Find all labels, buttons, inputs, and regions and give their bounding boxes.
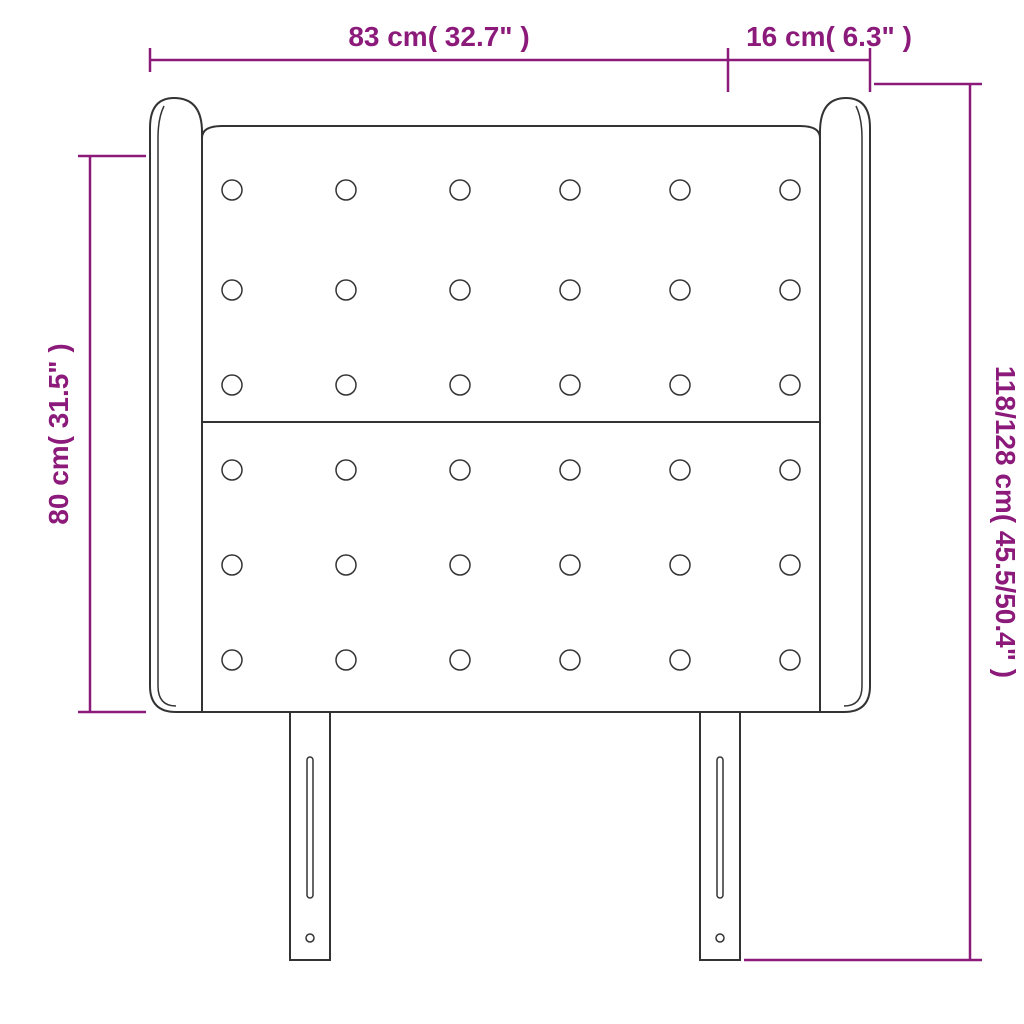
tuft-button bbox=[670, 375, 690, 395]
leg-slot-cap bbox=[307, 895, 313, 898]
tuft-button bbox=[560, 180, 580, 200]
tuft-button bbox=[336, 375, 356, 395]
tuft-button bbox=[670, 460, 690, 480]
tuft-button bbox=[336, 280, 356, 300]
right-wing-seam bbox=[844, 106, 862, 706]
tuft-button bbox=[222, 650, 242, 670]
tuft-button bbox=[670, 180, 690, 200]
tuft-button bbox=[560, 280, 580, 300]
tuft-button bbox=[222, 555, 242, 575]
tuft-button bbox=[336, 180, 356, 200]
label-right-height: 118/128 cm( 45.5/50.4" ) bbox=[990, 366, 1021, 678]
leg-slot-cap bbox=[717, 895, 723, 898]
tuft-button bbox=[560, 375, 580, 395]
tuft-button bbox=[222, 280, 242, 300]
tuft-button bbox=[450, 280, 470, 300]
tuft-button bbox=[780, 375, 800, 395]
tuft-button bbox=[450, 555, 470, 575]
label-width: 83 cm( 32.7" ) bbox=[348, 21, 529, 52]
leg-slot-cap bbox=[717, 757, 723, 760]
leg-hole bbox=[716, 934, 724, 942]
tuft-button bbox=[450, 375, 470, 395]
tuft-button bbox=[336, 460, 356, 480]
tuft-button bbox=[560, 555, 580, 575]
tuft-button bbox=[560, 460, 580, 480]
tuft-button bbox=[450, 180, 470, 200]
leg bbox=[700, 712, 740, 960]
leg bbox=[290, 712, 330, 960]
leg-slot-cap bbox=[307, 757, 313, 760]
tuft-button bbox=[450, 650, 470, 670]
tuft-button bbox=[670, 555, 690, 575]
tuft-button bbox=[780, 180, 800, 200]
legs bbox=[290, 712, 740, 960]
tuft-button bbox=[450, 460, 470, 480]
tuft-button bbox=[780, 650, 800, 670]
tuft-button bbox=[780, 280, 800, 300]
left-wing-seam bbox=[158, 106, 176, 706]
leg-hole bbox=[306, 934, 314, 942]
tuft-button bbox=[336, 555, 356, 575]
tuft-button bbox=[670, 650, 690, 670]
tuft-button bbox=[780, 460, 800, 480]
tuft-button bbox=[222, 460, 242, 480]
headboard bbox=[150, 98, 870, 712]
center-panel bbox=[202, 126, 820, 712]
tuft-button bbox=[780, 555, 800, 575]
tuft-button bbox=[670, 280, 690, 300]
tuft-button bbox=[222, 180, 242, 200]
tuft-button bbox=[336, 650, 356, 670]
label-depth: 16 cm( 6.3" ) bbox=[746, 21, 912, 52]
tuft-button bbox=[222, 375, 242, 395]
label-left-height: 80 cm( 31.5" ) bbox=[43, 343, 74, 524]
tuft-button bbox=[560, 650, 580, 670]
